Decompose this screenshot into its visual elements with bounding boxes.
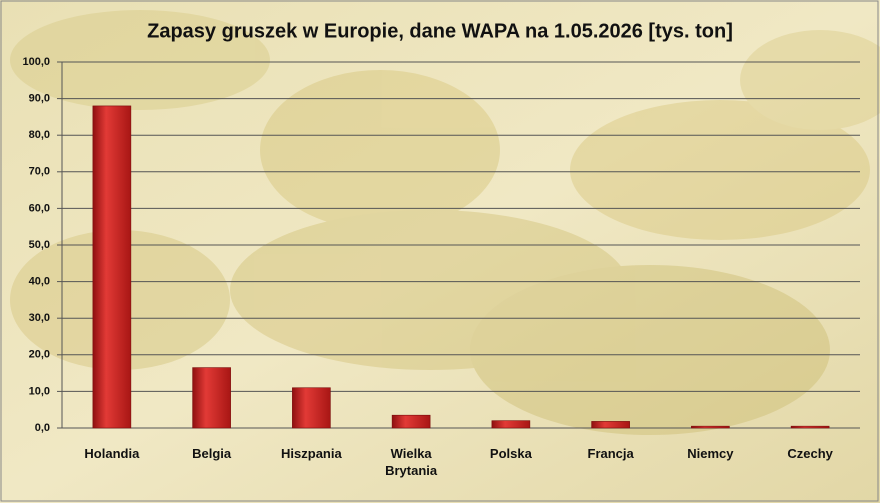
x-tick-label: Polska (489, 446, 532, 461)
x-tick-label: Francja (587, 446, 634, 461)
x-tick-label: Hiszpania (281, 446, 342, 461)
x-tick-label: Wielka Brytania (385, 446, 438, 478)
y-tick-label: 0,0 (35, 422, 50, 434)
bar (491, 420, 531, 429)
y-tick-label: 50,0 (29, 239, 50, 251)
bar (292, 387, 331, 429)
bar (790, 425, 830, 429)
y-tick-label: 60,0 (29, 202, 50, 214)
x-tick-label: Belgia (192, 446, 232, 461)
bar (391, 414, 431, 429)
y-tick-label: 100,0 (22, 56, 50, 68)
y-tick-label: 80,0 (29, 129, 50, 141)
x-tick-label: Niemcy (687, 446, 734, 461)
bar (591, 421, 630, 429)
bar (691, 425, 730, 429)
y-tick-label: 90,0 (29, 93, 50, 105)
bar (192, 367, 231, 429)
y-tick-label: 30,0 (29, 312, 50, 324)
y-tick-label: 20,0 (29, 349, 50, 361)
y-tick-label: 10,0 (29, 385, 50, 397)
y-tick-label: 70,0 (29, 166, 50, 178)
y-tick-label: 40,0 (29, 276, 50, 288)
chart-title: Zapasy gruszek w Europie, dane WAPA na 1… (147, 20, 733, 42)
bar (92, 105, 132, 429)
x-tick-label: Holandia (84, 446, 140, 461)
x-tick-label: Czechy (787, 446, 833, 461)
